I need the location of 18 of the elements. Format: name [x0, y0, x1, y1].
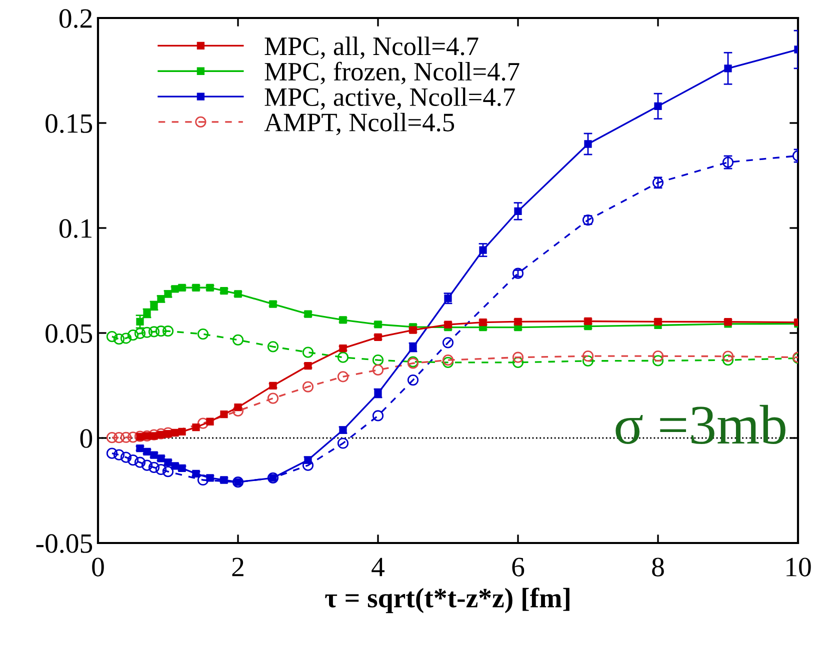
- y-tick-label: -0.05: [36, 534, 92, 554]
- annotation: σ =3mb: [616, 404, 786, 444]
- x-tick-label: 2: [232, 558, 244, 576]
- y-tick-label: 0.05: [46, 324, 92, 344]
- legend-label: MPC, all, Ncoll=4.7: [264, 36, 478, 59]
- x-tick-label: 8: [652, 558, 664, 576]
- x-tick-label: 4: [372, 558, 385, 576]
- x-axis-title: τ = sqrt(t*t-z*z) [fm]: [325, 588, 570, 614]
- y-tick-label: 0: [80, 429, 92, 448]
- legend-label: AMPT, Ncoll=4.5: [264, 112, 454, 136]
- y-tick-label: 0.15: [46, 114, 92, 134]
- x-tick-label: 10: [786, 558, 811, 576]
- y-tick-label: 0.1: [59, 219, 92, 238]
- legend-label: MPC, active, Ncoll=4.7: [264, 87, 515, 110]
- y-tick-label: 0.2: [59, 9, 92, 28]
- legend-label: MPC, frozen, Ncoll=4.7: [264, 62, 520, 84]
- x-tick-label: 0: [92, 558, 104, 576]
- x-tick-label: 6: [512, 558, 524, 576]
